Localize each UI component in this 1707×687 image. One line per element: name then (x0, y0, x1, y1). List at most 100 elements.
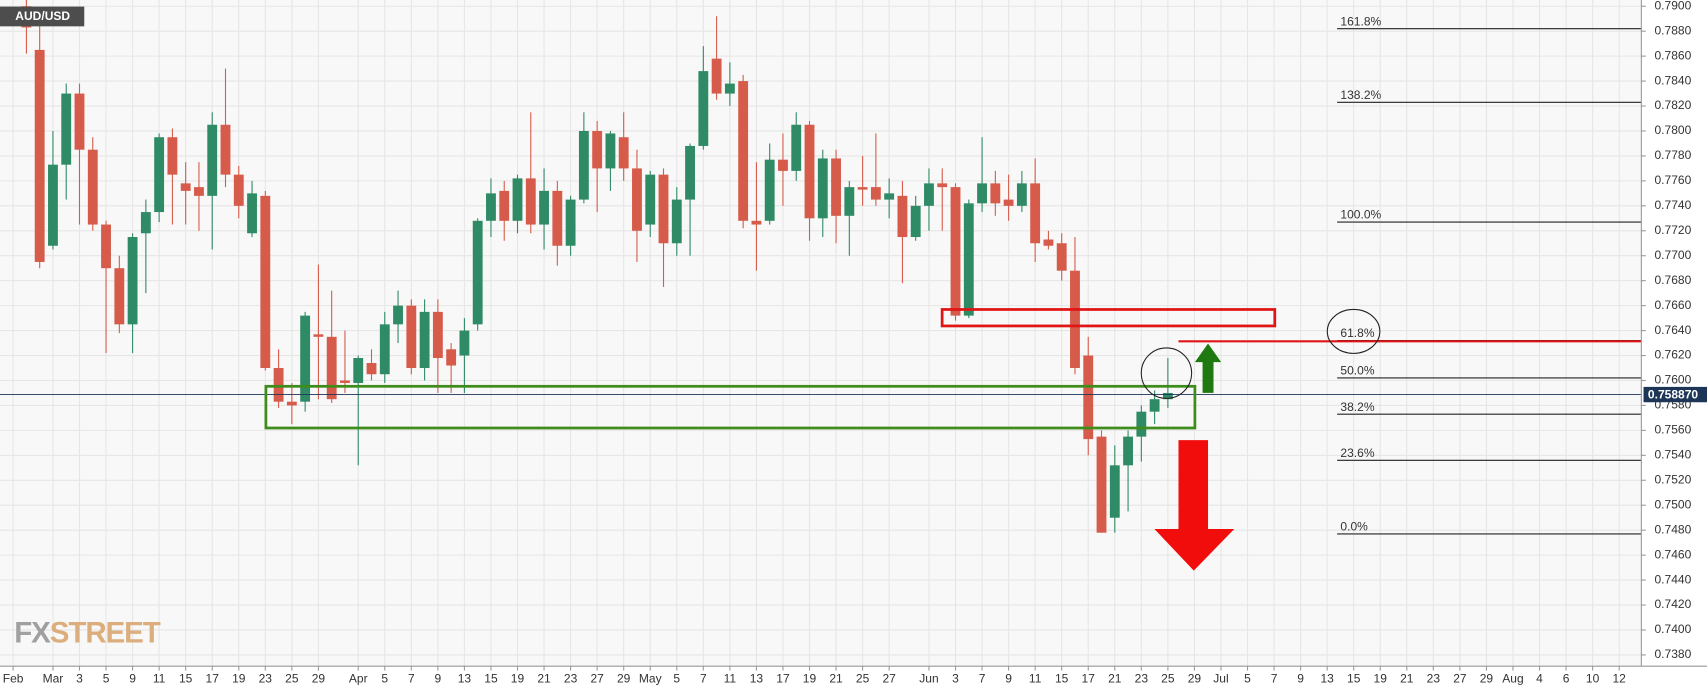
y-tick-label: 0.7380 (1654, 647, 1691, 661)
x-tick-label: 11 (153, 671, 166, 685)
candle-body (1136, 411, 1147, 437)
highlight-circle (1326, 308, 1381, 354)
candle-body (393, 305, 403, 325)
candle-body (539, 190, 549, 225)
y-tick-label: 0.7500 (1654, 497, 1691, 511)
candle-body (1003, 199, 1014, 206)
candle-body (565, 199, 576, 246)
y-tick-label: 0.7560 (1654, 423, 1691, 437)
resistance-zone (940, 308, 1277, 328)
x-tick-label: 5 (1244, 671, 1251, 685)
candle-body (685, 145, 695, 200)
fib-levels: 161.8% 138.2% 100.0% 61.8% 50.0% 38.2% 23.6% 0.… (0, 14, 1642, 535)
candle-body (950, 187, 961, 316)
x-tick-label: 23 (564, 671, 578, 685)
x-tick-label: Jun (919, 671, 938, 685)
candle-body (406, 305, 417, 369)
y-tick-label: 0.7740 (1654, 198, 1691, 212)
candle-body (924, 183, 934, 206)
y-tick-label: 0.7480 (1654, 522, 1691, 536)
candle-body (233, 174, 244, 206)
down-arrow (1154, 440, 1235, 571)
x-tick-label: Mar (43, 671, 64, 685)
x-tick-label: 25 (1161, 671, 1175, 685)
candle-body (194, 187, 204, 196)
candle-body (127, 237, 138, 325)
candle-body (618, 137, 629, 169)
candle-body (525, 178, 536, 225)
candle-body (300, 315, 311, 402)
candle-body (101, 224, 111, 269)
y-tick-label: 0.7840 (1654, 73, 1691, 87)
candle-body (459, 330, 470, 356)
x-tick-label: 7 (700, 671, 707, 685)
x-tick-label: 27 (590, 671, 604, 685)
candle-body (658, 174, 669, 244)
candle-body (1149, 399, 1160, 412)
y-tick-label: 0.7860 (1654, 48, 1691, 62)
candle-body (61, 93, 72, 165)
x-tick-label: 27 (882, 671, 896, 685)
fib-label: 0.0% (1340, 520, 1368, 534)
candle-body (1083, 355, 1094, 440)
candle-body (247, 193, 257, 234)
candle-body (1096, 436, 1107, 533)
x-tick-label: 12 (1612, 671, 1626, 685)
x-tick-label: 21 (537, 671, 551, 685)
candle-body (1070, 270, 1080, 369)
y-tick-label: 0.7620 (1654, 348, 1691, 362)
candle-body (645, 174, 656, 225)
x-tick-label: 5 (673, 671, 680, 685)
y-tick-label: 0.7780 (1654, 148, 1691, 162)
candle-body (1162, 392, 1173, 400)
candle-body (844, 187, 855, 216)
candle-body (632, 168, 642, 231)
x-tick-label: 7 (408, 671, 415, 685)
candle-body (751, 220, 762, 225)
candle-body (671, 199, 682, 244)
y-tick-label: 0.7440 (1654, 572, 1691, 586)
candle-body (419, 311, 430, 369)
candle-body (990, 183, 1001, 204)
candle-body (512, 178, 523, 221)
y-tick-label: 0.7720 (1654, 223, 1691, 237)
candle-body (472, 220, 483, 325)
plot-background (0, 0, 1641, 666)
candle-body (313, 334, 324, 337)
candle-body (605, 133, 616, 169)
x-tick-label: 9 (129, 671, 136, 685)
y-tick-label: 0.7800 (1654, 123, 1691, 137)
fib-label: 50.0% (1340, 364, 1374, 378)
title-box (0, 6, 85, 27)
x-tick-label: 3 (76, 671, 83, 685)
y-tick-label: 0.7820 (1654, 98, 1691, 112)
candle-body (791, 124, 802, 171)
last-price-box (1643, 386, 1707, 403)
candle-body (87, 149, 98, 225)
x-tick-label: 29 (1188, 671, 1202, 685)
x-tick-label: 29 (617, 671, 631, 685)
y-tick-label: 0.7600 (1654, 373, 1691, 387)
y-tick-label: 0.7640 (1654, 323, 1691, 337)
x-tick-label: 15 (484, 671, 498, 685)
y-tick-label: 0.7680 (1654, 273, 1691, 287)
candle-body (963, 203, 974, 316)
x-tick-label: 21 (829, 671, 843, 685)
candle-body (578, 130, 589, 200)
candle-body (74, 93, 85, 150)
x-tick-label: Jul (1213, 671, 1228, 685)
x-tick-label: 19 (1374, 671, 1388, 685)
x-tick-label: Apr (349, 671, 368, 685)
candle-body (499, 190, 510, 221)
x-tick-label: Aug (1502, 671, 1523, 685)
x-tick-label: 23 (1135, 671, 1149, 685)
candle-body (698, 71, 709, 146)
candle-body (857, 187, 868, 190)
y-tick-label: 0.7540 (1654, 448, 1691, 462)
candle-body (273, 368, 284, 402)
candle-body (366, 363, 377, 375)
x-tick-label: 17 (776, 671, 790, 685)
candle-body (804, 124, 815, 219)
